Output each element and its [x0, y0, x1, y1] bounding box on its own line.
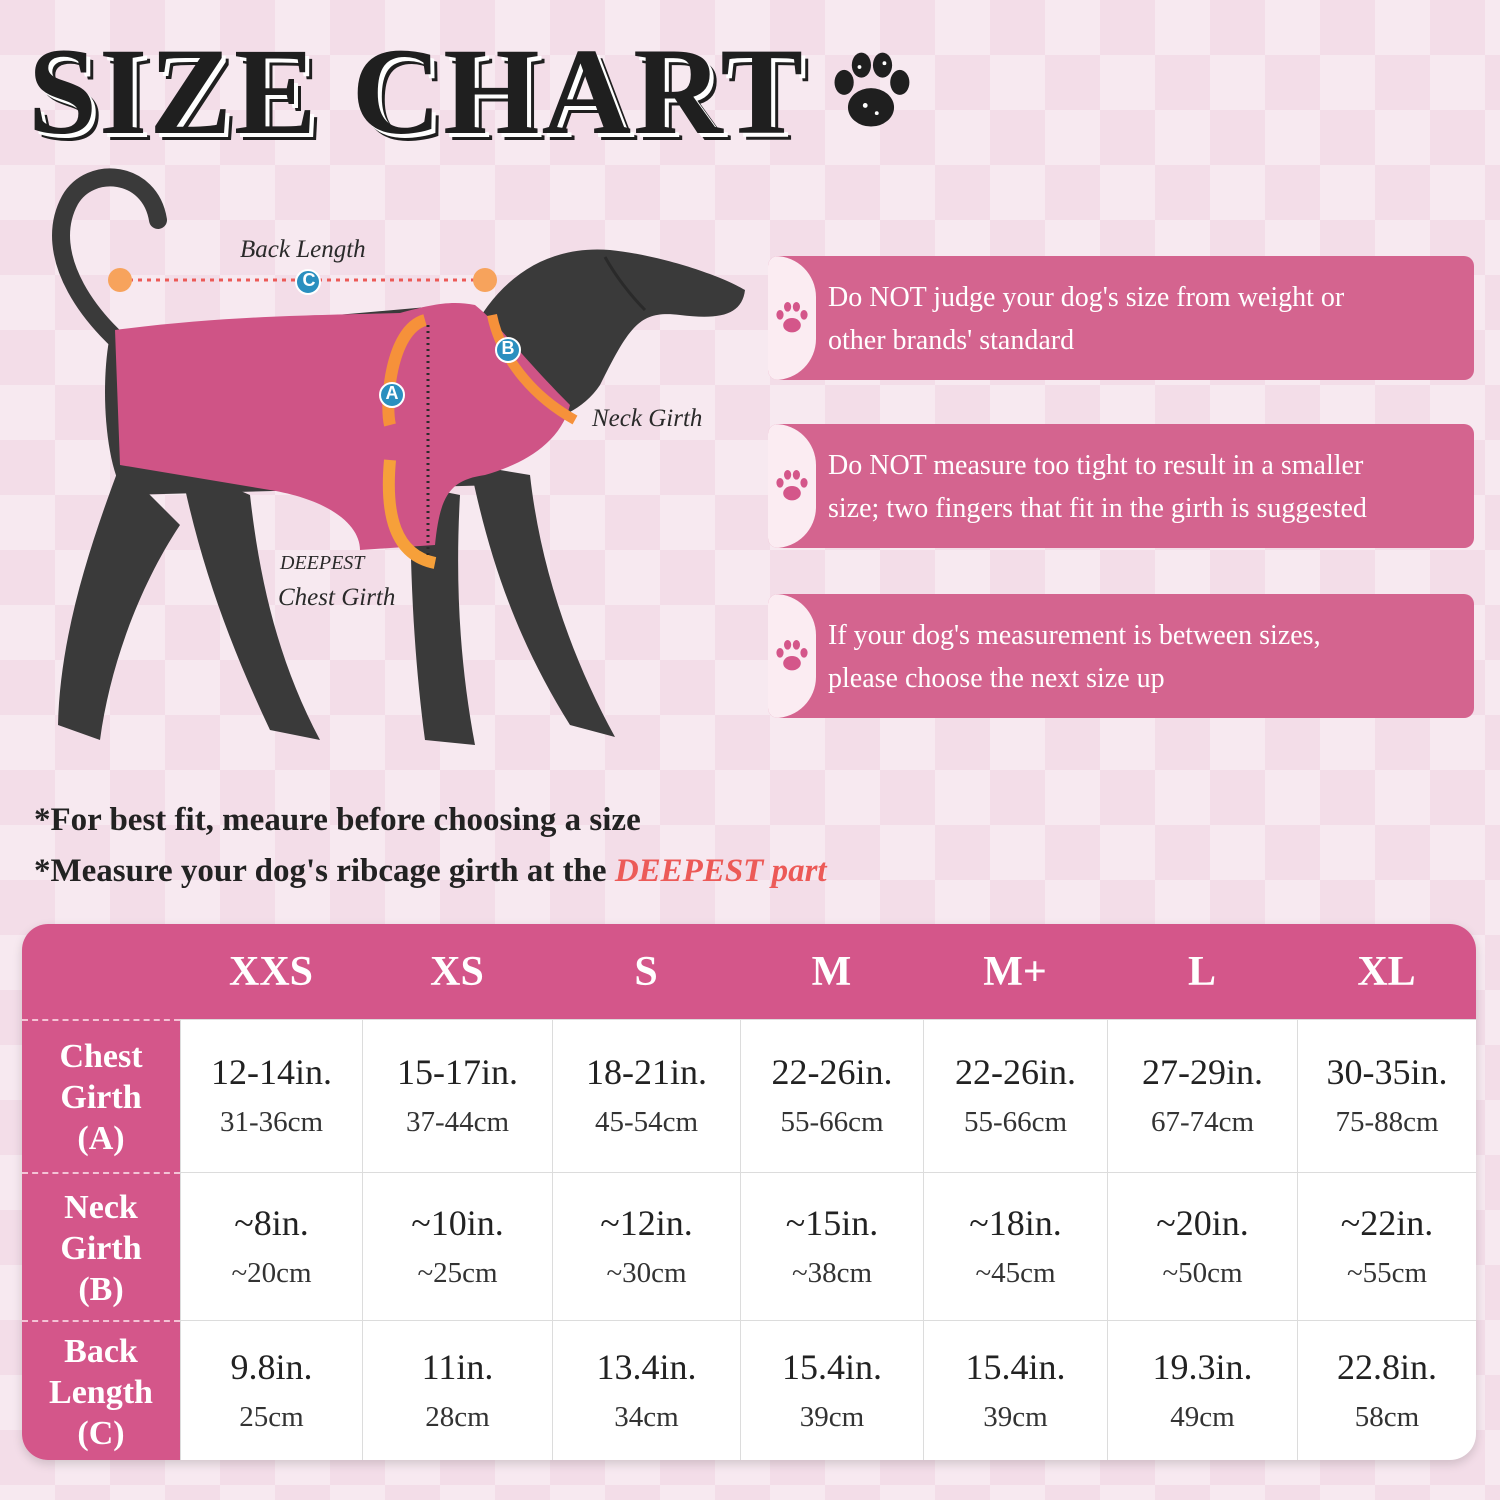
size-header-xxs: XXS	[228, 948, 314, 995]
marker-c: C	[302, 270, 316, 290]
table-cell: 12-14in. 31-36cm	[180, 1019, 362, 1172]
table-cell: 15.4in. 39cm	[740, 1320, 923, 1460]
table-cell: ~20in. ~50cm	[1107, 1172, 1297, 1320]
chest-girth-label: Chest Girth	[278, 584, 396, 611]
row-header-back-length: Back Length (C)	[22, 1320, 180, 1460]
dog-back-leg	[58, 465, 180, 740]
dog-diagram	[52, 168, 745, 745]
size-table: XXS XS S M M+ L XL Chest Girth (A) 12-14…	[22, 924, 1476, 1460]
size-header-m-plus: M+	[983, 948, 1047, 995]
paw-icon	[834, 52, 910, 127]
table-cell: 15-17in. 37-44cm	[362, 1019, 552, 1172]
tip-2-line-1: Do NOT measure too tight to result in a …	[828, 450, 1364, 481]
title-wrap: SIZE CHART	[28, 30, 919, 154]
table-cell: 22.8in. 58cm	[1297, 1320, 1476, 1460]
dog-front-leg	[410, 485, 475, 745]
size-header-xl: XL	[1357, 948, 1416, 995]
size-header-s: S	[634, 948, 658, 995]
table-cell: ~15in. ~38cm	[740, 1172, 923, 1320]
back-length-label: Back Length	[240, 236, 366, 263]
marker-a: A	[385, 383, 399, 403]
size-header-m: M	[811, 948, 852, 995]
tip-1-line-1: Do NOT judge your dog's size from weight…	[828, 282, 1345, 313]
table-cell: 9.8in. 25cm	[180, 1320, 362, 1460]
row-header-neck-girth: Neck Girth (B)	[22, 1172, 180, 1322]
paw-icon	[776, 470, 808, 501]
tip-card-1: Do NOT judge your dog's size from weight…	[768, 256, 1474, 380]
tip-2-line-2: size; two fingers that fit in the girth …	[828, 493, 1367, 524]
dog-tail	[52, 168, 167, 374]
dog-back-leg-2	[180, 465, 320, 740]
dog-front-leg-2	[470, 465, 615, 737]
row-header-chest-girth: Chest Girth (A)	[22, 1019, 180, 1174]
table-cell: 11in. 28cm	[362, 1320, 552, 1460]
neck-girth-label: Neck Girth	[592, 405, 703, 432]
dog-coat	[115, 302, 570, 550]
marker-b: B	[501, 338, 515, 358]
table-cell: ~18in. ~45cm	[923, 1172, 1107, 1320]
table-header: XXS XS S M M+ L XL	[22, 924, 1476, 1019]
table-cell: ~22in. ~55cm	[1297, 1172, 1476, 1320]
size-header-xs: XS	[430, 948, 484, 995]
note-best-fit: *For best fit, meaure before choosing a …	[34, 802, 641, 838]
table-cell: ~8in. ~20cm	[180, 1172, 362, 1320]
page-title: SIZE CHART	[28, 23, 806, 160]
tip-card-3: If your dog's measurement is between siz…	[768, 594, 1474, 718]
paw-icon	[776, 302, 808, 333]
table-cell: ~12in. ~30cm	[552, 1172, 740, 1320]
paw-icon	[776, 640, 808, 671]
table-cell: 22-26in. 55-66cm	[923, 1019, 1107, 1172]
table-cell: 18-21in. 45-54cm	[552, 1019, 740, 1172]
table-cell: ~10in. ~25cm	[362, 1172, 552, 1320]
table-cell: 22-26in. 55-66cm	[740, 1019, 923, 1172]
deepest-label: DEEPEST	[280, 552, 365, 574]
size-header-l: L	[1187, 948, 1216, 995]
table-cell: 30-35in. 75-88cm	[1297, 1019, 1476, 1172]
tip-card-2: Do NOT measure too tight to result in a …	[768, 424, 1474, 548]
tip-3-line-2: please choose the next size up	[828, 663, 1165, 694]
table-cell: 13.4in. 34cm	[552, 1320, 740, 1460]
tip-3-line-1: If your dog's measurement is between siz…	[828, 620, 1321, 651]
note-deepest: *Measure your dog's ribcage girth at the…	[34, 853, 827, 890]
table-cell: 27-29in. 67-74cm	[1107, 1019, 1297, 1172]
note-deepest-highlight: DEEPEST part	[614, 853, 827, 889]
note-deepest-prefix: *Measure your dog's ribcage girth at the	[34, 853, 615, 889]
tip-1-line-2: other brands' standard	[828, 325, 1075, 356]
table-cell: 15.4in. 39cm	[923, 1320, 1107, 1460]
table-cell: 19.3in. 49cm	[1107, 1320, 1297, 1460]
